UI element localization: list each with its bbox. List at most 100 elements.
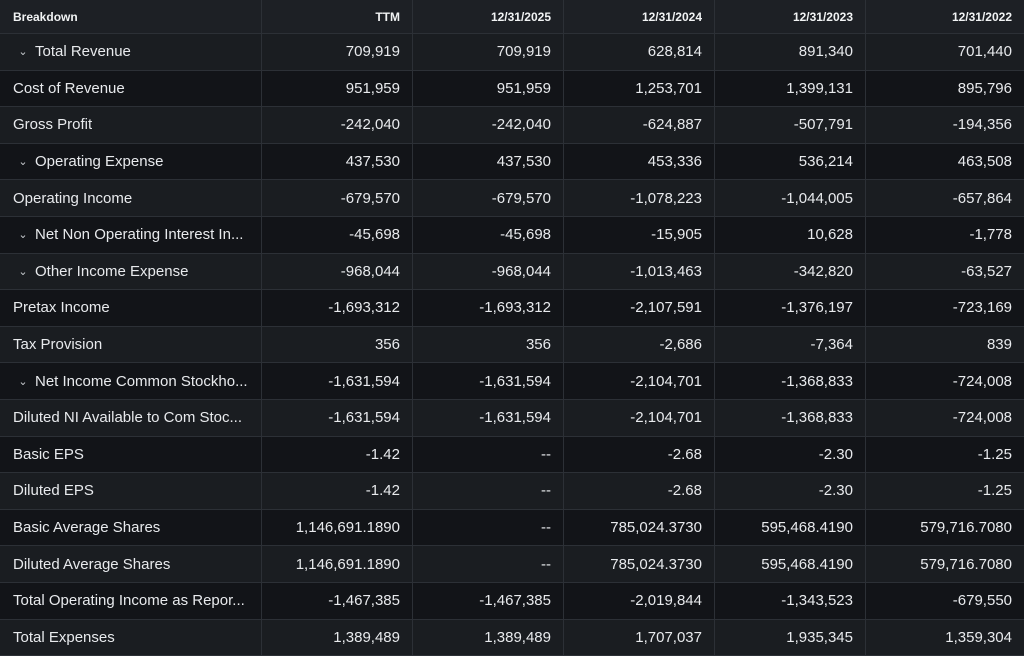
value-cell: -679,570 bbox=[413, 180, 564, 217]
value-cell: -1.25 bbox=[866, 436, 1024, 474]
row-label-cell: Total Expenses bbox=[0, 619, 262, 656]
value-cell: -7,364 bbox=[715, 326, 866, 364]
value-cell: -657,864 bbox=[866, 180, 1024, 217]
value-cell: 839 bbox=[866, 326, 1024, 364]
value-cell: -45,698 bbox=[413, 216, 564, 254]
value-cell: -1,631,594 bbox=[413, 363, 564, 400]
value-cell: 628,814 bbox=[564, 34, 715, 71]
value-cell: -679,550 bbox=[866, 582, 1024, 620]
row-label-cell: Diluted NI Available to Com Stoc... bbox=[0, 399, 262, 437]
value-cell: 1,707,037 bbox=[564, 619, 715, 656]
value-cell: -679,570 bbox=[262, 180, 413, 217]
value-cell: 10,628 bbox=[715, 216, 866, 254]
value-cell: 701,440 bbox=[866, 34, 1024, 71]
value-cell: -2.30 bbox=[715, 473, 866, 510]
value-cell: -2.68 bbox=[564, 436, 715, 474]
row-label-cell[interactable]: ⌄ Net Income Common Stockho... bbox=[0, 363, 262, 400]
value-cell: -15,905 bbox=[564, 216, 715, 254]
header-col-2023[interactable]: 12/31/2023 bbox=[715, 0, 866, 34]
value-cell: -1,013,463 bbox=[564, 253, 715, 291]
value-cell: 951,959 bbox=[262, 70, 413, 108]
row-label: Basic EPS bbox=[13, 445, 84, 463]
value-cell: 595,468.4190 bbox=[715, 546, 866, 583]
value-cell: 356 bbox=[262, 326, 413, 364]
header-col-ttm[interactable]: TTM bbox=[262, 0, 413, 34]
value-cell: -1.42 bbox=[262, 473, 413, 510]
value-cell: -1,376,197 bbox=[715, 290, 866, 327]
value-cell: 437,530 bbox=[262, 143, 413, 181]
row-label-cell: Operating Income bbox=[0, 180, 262, 217]
value-cell: -723,169 bbox=[866, 290, 1024, 327]
value-cell: -63,527 bbox=[866, 253, 1024, 291]
value-cell: -1,343,523 bbox=[715, 582, 866, 620]
row-label: Total Revenue bbox=[35, 43, 131, 61]
value-cell: -194,356 bbox=[866, 107, 1024, 144]
value-cell: 536,214 bbox=[715, 143, 866, 181]
row-label-cell[interactable]: ⌄ Other Income Expense bbox=[0, 253, 262, 291]
chevron-down-icon[interactable]: ⌄ bbox=[18, 156, 28, 169]
value-cell: 579,716.7080 bbox=[866, 546, 1024, 583]
row-label: Operating Expense bbox=[35, 153, 164, 171]
value-cell: -342,820 bbox=[715, 253, 866, 291]
value-cell: -242,040 bbox=[413, 107, 564, 144]
row-label: Basic Average Shares bbox=[13, 519, 161, 537]
row-label-cell[interactable]: ⌄ Total Revenue bbox=[0, 34, 262, 71]
value-cell: -- bbox=[413, 509, 564, 547]
value-cell: 1,253,701 bbox=[564, 70, 715, 108]
row-label-cell[interactable]: ⌄ Net Non Operating Interest In... bbox=[0, 216, 262, 254]
row-label: Gross Profit bbox=[13, 116, 93, 134]
value-cell: 595,468.4190 bbox=[715, 509, 866, 547]
value-cell: -1,693,312 bbox=[262, 290, 413, 327]
value-cell: 437,530 bbox=[413, 143, 564, 181]
value-cell: -968,044 bbox=[413, 253, 564, 291]
value-cell: 1,399,131 bbox=[715, 70, 866, 108]
value-cell: 1,146,691.1890 bbox=[262, 509, 413, 547]
header-col-2022[interactable]: 12/31/2022 bbox=[866, 0, 1024, 34]
value-cell: 1,359,304 bbox=[866, 619, 1024, 656]
header-col-2024[interactable]: 12/31/2024 bbox=[564, 0, 715, 34]
row-label-cell: Total Operating Income as Repor... bbox=[0, 582, 262, 620]
value-cell: -45,698 bbox=[262, 216, 413, 254]
value-cell: -1,778 bbox=[866, 216, 1024, 254]
value-cell: 709,919 bbox=[413, 34, 564, 71]
value-cell: -2.30 bbox=[715, 436, 866, 474]
value-cell: -1,044,005 bbox=[715, 180, 866, 217]
value-cell: -2.68 bbox=[564, 473, 715, 510]
value-cell: -1,631,594 bbox=[413, 399, 564, 437]
value-cell: -724,008 bbox=[866, 363, 1024, 400]
value-cell: -968,044 bbox=[262, 253, 413, 291]
chevron-down-icon[interactable]: ⌄ bbox=[18, 46, 28, 59]
value-cell: 463,508 bbox=[866, 143, 1024, 181]
chevron-down-icon[interactable]: ⌄ bbox=[18, 229, 28, 242]
value-cell: -1,631,594 bbox=[262, 399, 413, 437]
value-cell: -1,631,594 bbox=[262, 363, 413, 400]
row-label-cell: Diluted Average Shares bbox=[0, 546, 262, 583]
row-label: Diluted Average Shares bbox=[13, 555, 171, 573]
row-label-cell: Gross Profit bbox=[0, 107, 262, 144]
header-breakdown[interactable]: Breakdown bbox=[0, 0, 262, 34]
chevron-down-icon[interactable]: ⌄ bbox=[18, 265, 28, 278]
value-cell: 891,340 bbox=[715, 34, 866, 71]
row-label: Cost of Revenue bbox=[13, 79, 125, 97]
value-cell: -624,887 bbox=[564, 107, 715, 144]
value-cell: 356 bbox=[413, 326, 564, 364]
row-label-cell[interactable]: ⌄ Operating Expense bbox=[0, 143, 262, 181]
row-label-cell: Pretax Income bbox=[0, 290, 262, 327]
header-col-2025[interactable]: 12/31/2025 bbox=[413, 0, 564, 34]
row-label-cell: Basic Average Shares bbox=[0, 509, 262, 547]
row-label-cell: Diluted EPS bbox=[0, 473, 262, 510]
value-cell: 1,935,345 bbox=[715, 619, 866, 656]
row-label: Operating Income bbox=[13, 189, 133, 207]
value-cell: 709,919 bbox=[262, 34, 413, 71]
value-cell: -507,791 bbox=[715, 107, 866, 144]
row-label: Diluted NI Available to Com Stoc... bbox=[13, 409, 242, 427]
row-label-cell: Cost of Revenue bbox=[0, 70, 262, 108]
value-cell: -- bbox=[413, 436, 564, 474]
value-cell: 785,024.3730 bbox=[564, 509, 715, 547]
row-label: Net Non Operating Interest In... bbox=[35, 226, 244, 244]
chevron-down-icon[interactable]: ⌄ bbox=[18, 375, 28, 388]
value-cell: -- bbox=[413, 473, 564, 510]
value-cell: -2,104,701 bbox=[564, 363, 715, 400]
value-cell: -2,104,701 bbox=[564, 399, 715, 437]
